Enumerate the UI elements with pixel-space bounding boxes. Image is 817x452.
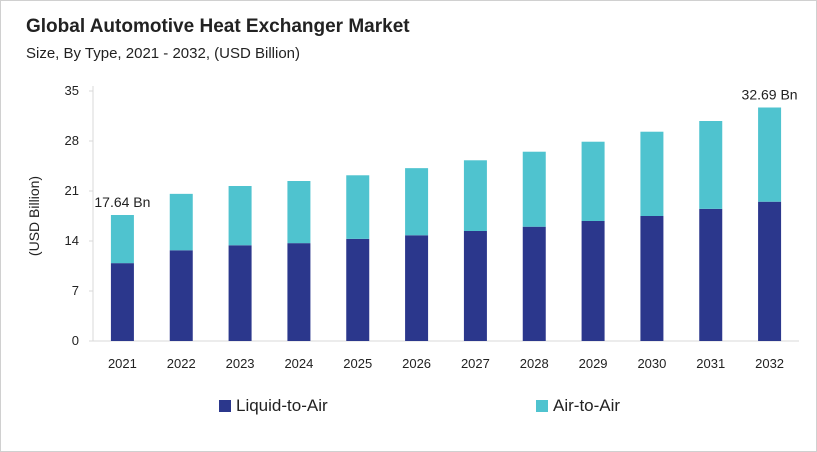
x-tick-label: 2027 — [461, 356, 490, 371]
data-label-2021: 17.64 Bn — [94, 194, 150, 210]
bar-air-to-air-2028 — [522, 151, 546, 227]
legend-swatch — [536, 400, 548, 412]
x-tick-label: 2021 — [108, 356, 137, 371]
legend-label: Liquid-to-Air — [236, 396, 328, 415]
chart-subtitle: Size, By Type, 2021 - 2032, (USD Billion… — [26, 45, 301, 62]
x-tick-label: 2031 — [696, 356, 725, 371]
bar-liquid-to-air-2028 — [522, 226, 546, 341]
x-tick-label: 2025 — [343, 356, 372, 371]
x-tick-label: 2029 — [579, 356, 608, 371]
bar-air-to-air-2023 — [228, 186, 252, 246]
x-tick-label: 2028 — [520, 356, 549, 371]
x-tick-label: 2023 — [226, 356, 255, 371]
bar-liquid-to-air-2026 — [405, 235, 429, 341]
bar-air-to-air-2026 — [405, 168, 429, 236]
bar-liquid-to-air-2021 — [110, 263, 134, 341]
legend-swatch — [219, 400, 231, 412]
bar-air-to-air-2021 — [110, 215, 134, 264]
data-label-2032: 32.69 Bn — [742, 87, 798, 103]
bar-air-to-air-2029 — [581, 141, 605, 221]
y-tick-label: 35 — [65, 83, 79, 98]
x-tick-label: 2030 — [637, 356, 666, 371]
legend-label: Air-to-Air — [553, 396, 621, 415]
y-tick-label: 28 — [65, 133, 79, 148]
bar-air-to-air-2027 — [463, 160, 487, 231]
y-tick-label: 21 — [65, 183, 79, 198]
bar-air-to-air-2024 — [287, 181, 311, 244]
bar-liquid-to-air-2032 — [758, 201, 782, 341]
legend-item-air-to-air: Air-to-Air — [536, 396, 620, 416]
y-tick-label: 0 — [72, 333, 79, 348]
bar-liquid-to-air-2027 — [463, 231, 487, 341]
legend-item-liquid-to-air: Liquid-to-Air — [219, 396, 328, 416]
bar-liquid-to-air-2024 — [287, 243, 311, 341]
bar-liquid-to-air-2031 — [699, 208, 723, 341]
x-tick-label: 2022 — [167, 356, 196, 371]
y-tick-label: 14 — [65, 233, 79, 248]
bar-liquid-to-air-2023 — [228, 245, 252, 341]
bar-air-to-air-2032 — [758, 107, 782, 202]
bar-air-to-air-2022 — [169, 193, 193, 251]
bar-air-to-air-2031 — [699, 121, 723, 209]
bar-liquid-to-air-2022 — [169, 250, 193, 341]
x-tick-label: 2032 — [755, 356, 784, 371]
chart-title: Global Automotive Heat Exchanger Market — [26, 16, 410, 37]
bar-air-to-air-2030 — [640, 131, 664, 216]
y-axis-label: (USD Billion) — [26, 176, 42, 256]
bar-liquid-to-air-2025 — [346, 238, 370, 341]
bar-liquid-to-air-2029 — [581, 221, 605, 341]
y-tick-label: 7 — [72, 283, 79, 298]
x-tick-label: 2026 — [402, 356, 431, 371]
bar-liquid-to-air-2030 — [640, 216, 664, 341]
x-tick-label: 2024 — [284, 356, 313, 371]
bar-air-to-air-2025 — [346, 175, 370, 239]
